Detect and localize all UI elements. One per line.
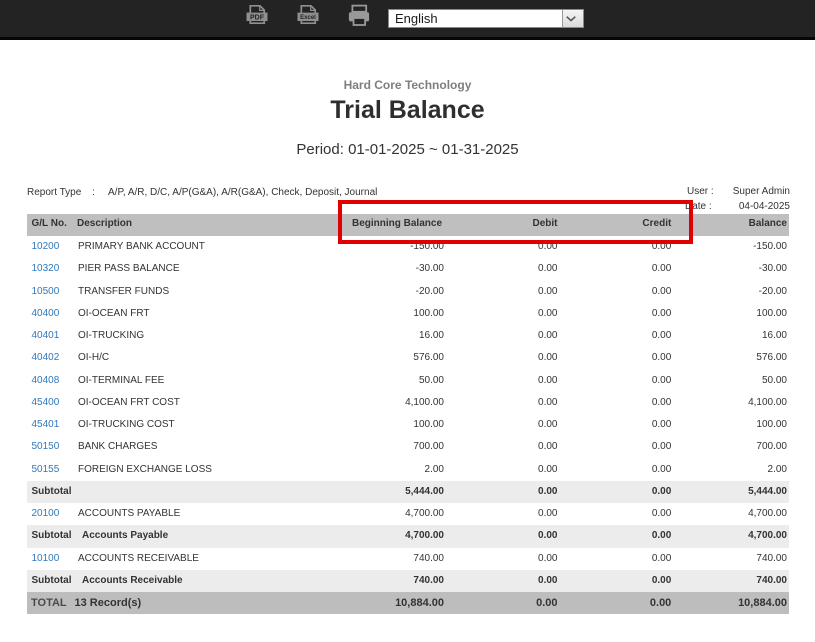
svg-text:Excel: Excel: [300, 15, 316, 21]
svg-text:PDF: PDF: [250, 14, 265, 21]
